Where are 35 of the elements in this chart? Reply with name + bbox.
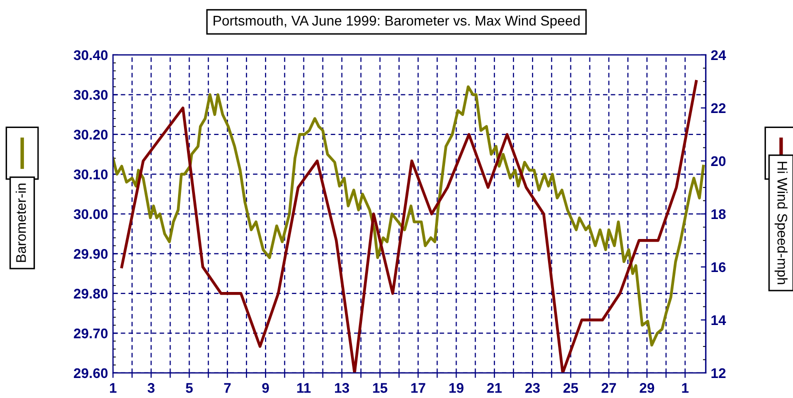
y-tick-label: 29.70	[74, 328, 108, 338]
y-tick-label: 30.00	[74, 209, 108, 220]
y-tick-label: 30.20	[74, 130, 108, 140]
y-tick-label: 29.80	[74, 288, 108, 299]
y-tick-label: 30.40	[74, 50, 108, 60]
x-tick-label: 9	[262, 383, 269, 393]
x-tick-label: 27	[602, 383, 616, 393]
x-tick-label: 3	[148, 383, 155, 393]
x-tick-label: 5	[186, 383, 193, 393]
y-tick-label: 30.30	[74, 90, 108, 100]
x-tick-label: 29	[640, 383, 654, 393]
y2-tick-label: 18	[712, 209, 726, 220]
x-tick-label: 7	[224, 383, 231, 393]
x-tick-label: 11	[297, 383, 311, 393]
y2-tick-label: 22	[711, 103, 726, 113]
y-tick-label: 30.10	[74, 170, 108, 180]
x-tick-label: 15	[373, 383, 388, 393]
x-tick-label: 17	[411, 383, 426, 393]
y2-tick-label: 12	[712, 368, 726, 378]
y2-tick-label: 16	[712, 262, 726, 272]
y-tick-label: 29.90	[74, 249, 108, 259]
x-tick-label: 13	[334, 383, 350, 393]
y2-tick-label: 14	[712, 315, 726, 325]
x-tick-label: 1	[110, 383, 116, 393]
x-tick-label: 1	[682, 383, 689, 393]
y2-axis-title: Hi Wind Speed-mph	[774, 162, 788, 284]
y-tick-label: 29.60	[74, 368, 108, 378]
y2-tick-label: 20	[711, 156, 726, 166]
chart-title: Portsmouth, VA June 1999: Barometer vs. Max Wind Speed	[214, 15, 580, 28]
x-tick-label: 19	[449, 383, 464, 393]
x-tick-label: 23	[525, 383, 540, 393]
x-tick-label: 25	[563, 383, 578, 393]
x-tick-label: 21	[487, 383, 502, 393]
y2-tick-label: 24	[711, 50, 726, 60]
y-axis-title: Barometer-in	[16, 184, 26, 262]
